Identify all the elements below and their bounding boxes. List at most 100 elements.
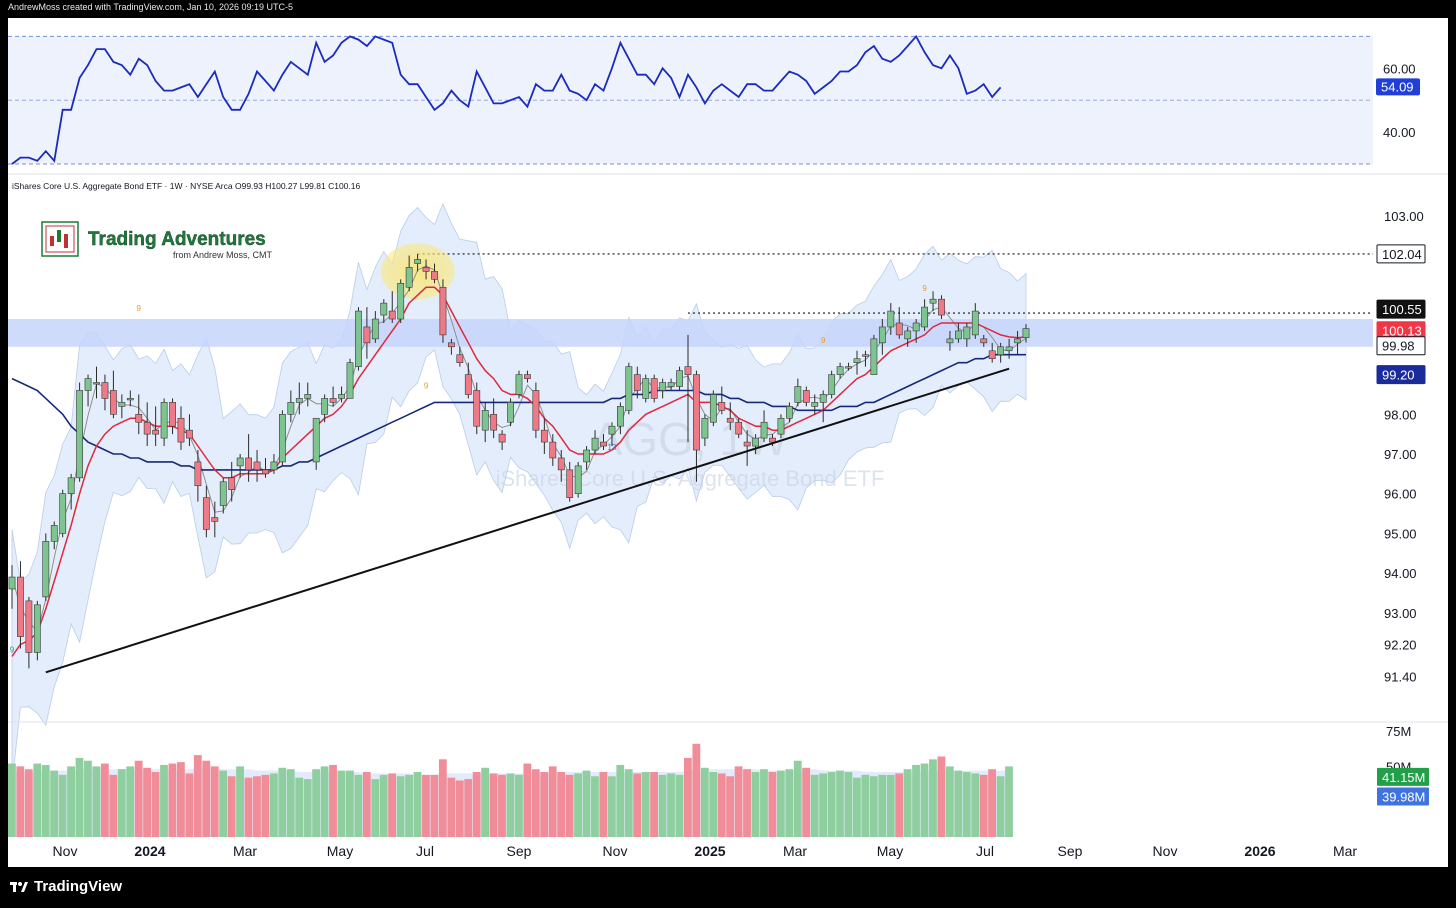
volume-last-text: 39.98M (1382, 790, 1425, 805)
volume-bar (244, 777, 253, 837)
time-axis-label: Nov (603, 843, 628, 859)
volume-bar (861, 774, 870, 837)
candle (1022, 324, 1030, 343)
volume-bar (134, 760, 143, 837)
volume-bar (565, 774, 574, 837)
volume-bar (84, 760, 92, 837)
candle (126, 390, 134, 407)
volume-bar (185, 773, 194, 837)
volume-bar (320, 766, 329, 837)
volume-bar (75, 757, 84, 837)
candle (481, 402, 489, 443)
volume-bar (903, 769, 912, 837)
rsi-panel: 60.00 40.00 54.09 (8, 34, 1420, 165)
candle (8, 565, 16, 609)
volume-bar (160, 764, 168, 837)
time-axis-label: 2024 (134, 843, 165, 859)
tradingview-brand[interactable]: TradingView (10, 878, 122, 895)
volume-bar (624, 769, 633, 837)
volume-bar (523, 763, 532, 837)
volume-bar (109, 774, 118, 837)
candle (591, 430, 599, 454)
candle (219, 477, 227, 514)
volume-bar (548, 766, 557, 837)
volume-bar (261, 774, 270, 837)
volume-bars (8, 743, 1013, 837)
candle (110, 370, 117, 419)
rsi-last-value: 54.09 (1381, 79, 1414, 94)
volume-bar (979, 774, 988, 837)
candle (946, 330, 954, 351)
volume-bar (785, 769, 794, 837)
sequence-count-label: 9 (137, 304, 142, 313)
volume-bar (346, 770, 354, 837)
volume-bar (827, 772, 836, 837)
price-level-badge: 102.04 (1376, 244, 1426, 264)
volume-bar (734, 766, 743, 837)
candle (473, 382, 481, 435)
symbol-line: iShares Core U.S. Aggregate Bond ETF · 1… (12, 181, 360, 191)
candle (574, 461, 582, 498)
time-axis-label: Sep (1058, 843, 1083, 859)
volume-bar (929, 759, 937, 837)
candle (211, 501, 219, 538)
volume-bar (430, 774, 439, 837)
candle (802, 386, 810, 407)
volume-bar (219, 770, 228, 837)
volume-last-badge: 39.98M (1377, 787, 1429, 806)
volume-bar (971, 773, 980, 837)
volume-bar (641, 772, 650, 837)
logo-candle (57, 230, 61, 242)
price-tick-label: 103.00 (1384, 209, 1424, 224)
volume-bar (591, 776, 599, 837)
volume-bar (895, 773, 904, 837)
candle (169, 398, 176, 435)
volume-bar (50, 770, 59, 837)
candle (566, 461, 574, 502)
chart-svg[interactable]: 60.00 40.00 54.09 iShares Core U.S. Aggr… (8, 18, 1448, 867)
volume-bar (836, 770, 844, 837)
time-axis-label: 2026 (1244, 843, 1275, 859)
candle (304, 382, 312, 407)
candle (101, 374, 109, 411)
candle (743, 430, 751, 466)
volume-bar (844, 772, 853, 837)
volume-bar (675, 774, 684, 837)
candle (490, 398, 498, 439)
volume-bar (776, 770, 785, 837)
volume-bar (667, 773, 675, 837)
candle (760, 410, 768, 443)
volume-bar (371, 779, 380, 837)
candle (819, 390, 827, 423)
price-level-text: 99.20 (1382, 368, 1415, 383)
volume-bar (312, 769, 320, 837)
candle (828, 370, 836, 399)
time-axis-label: Jul (976, 843, 994, 859)
price-tick-label: 95.00 (1384, 526, 1417, 541)
price-level-badge: 99.98 (1376, 336, 1426, 356)
candle (718, 386, 726, 415)
candle (904, 326, 912, 347)
time-axis-label: Mar (233, 843, 257, 859)
volume-bar (100, 763, 109, 837)
candle (929, 291, 937, 312)
volume-bar (599, 772, 608, 837)
volume-bar (464, 779, 473, 837)
candle (963, 322, 971, 347)
candle (878, 319, 886, 355)
volume-bar (481, 767, 489, 837)
candle (295, 382, 303, 415)
candle (549, 434, 557, 466)
volume-bar (447, 777, 456, 837)
sequence-count-label: 9 (10, 645, 15, 654)
time-axis-label: 2025 (694, 843, 725, 859)
volume-bar (557, 772, 566, 837)
candle (845, 362, 852, 371)
volume-bar (937, 756, 946, 837)
rsi-last-value-badge (1376, 78, 1420, 96)
candle (862, 350, 869, 367)
volume-bar (726, 776, 735, 837)
chart-panel: 60.00 40.00 54.09 iShares Core U.S. Aggr… (8, 18, 1448, 867)
sequence-count-label: 13 (607, 443, 616, 452)
candle (600, 434, 607, 451)
